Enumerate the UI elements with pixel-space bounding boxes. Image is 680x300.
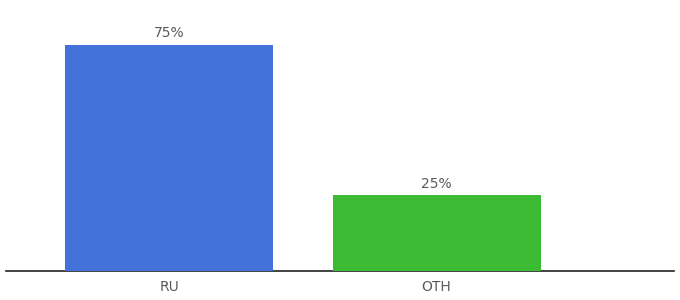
Bar: [65, 45, 273, 271]
Text: 75%: 75%: [154, 26, 184, 40]
Text: 25%: 25%: [422, 177, 452, 191]
Bar: [333, 195, 541, 271]
